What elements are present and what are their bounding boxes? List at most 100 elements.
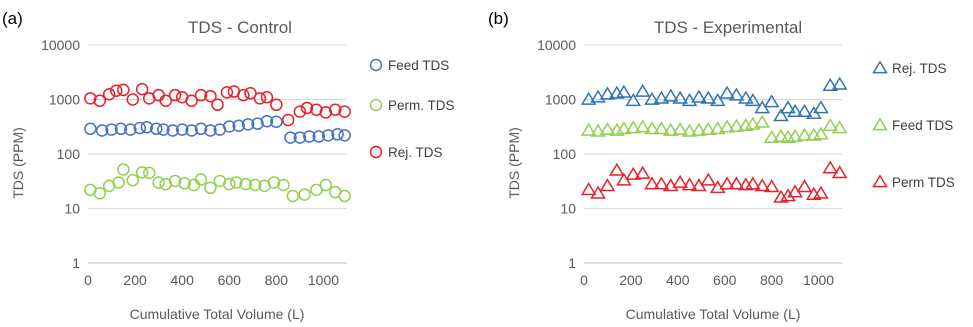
data-point <box>159 94 172 107</box>
data-point <box>319 178 333 192</box>
x-axis-title: Cumulative Total Volume (L) <box>626 306 801 322</box>
y-axis-title: TDS (PPM) <box>10 127 26 199</box>
data-point <box>168 88 182 102</box>
data-point <box>763 94 780 108</box>
data-point <box>223 120 236 133</box>
data-point <box>239 177 253 191</box>
data-point <box>644 121 660 135</box>
data-point <box>709 93 726 107</box>
data-point <box>738 90 754 104</box>
data-point <box>672 90 688 104</box>
data-point <box>140 120 154 134</box>
series-feed-tds <box>84 114 351 144</box>
data-point <box>260 90 274 104</box>
data-point <box>338 129 351 142</box>
axes: 1 10 100 1000 10000 0 200 400 600 800 1000 <box>537 37 842 288</box>
data-point <box>105 123 118 136</box>
data-point <box>719 119 735 133</box>
data-point <box>634 119 651 133</box>
data-point <box>754 178 771 192</box>
data-point <box>709 121 726 135</box>
x-tick-label: 600 <box>218 272 242 288</box>
chart-panel-experimental: (b) TDS - Experimental 1 10 100 1000 10000 0 2… <box>488 9 955 322</box>
data-point <box>625 93 642 107</box>
series-rej-tds <box>580 76 848 122</box>
x-tick-label: 0 <box>580 272 588 288</box>
data-point <box>152 176 165 189</box>
x-tick-label: 200 <box>619 272 643 288</box>
data-point <box>719 176 735 190</box>
legend: Feed TDS Perm. TDS Rej. TDS <box>369 58 455 160</box>
y-tick-label: 100 <box>553 146 577 162</box>
data-point <box>787 128 803 142</box>
data-point <box>738 177 754 191</box>
chart-title: TDS - Experimental <box>654 18 802 37</box>
data-point <box>831 120 848 134</box>
data-point <box>93 187 107 200</box>
data-point <box>763 129 780 143</box>
data-point <box>822 77 839 91</box>
data-point <box>653 90 670 104</box>
x-tick-label: 400 <box>171 272 195 288</box>
data-point <box>114 122 128 136</box>
data-point <box>321 129 335 142</box>
data-point <box>787 103 803 117</box>
data-point <box>616 121 632 135</box>
data-point <box>93 94 107 107</box>
panel-label: (b) <box>488 9 509 28</box>
data-point <box>745 93 761 107</box>
y-tick-label: 10000 <box>537 37 576 53</box>
data-point <box>609 162 625 176</box>
legend-marker <box>872 117 888 131</box>
data-point <box>672 174 688 188</box>
data-point <box>796 103 813 117</box>
legend-label: Rej. TDS <box>892 61 947 76</box>
data-point <box>303 130 316 143</box>
x-tick-label: 800 <box>760 272 784 288</box>
data-point <box>175 123 189 136</box>
data-point <box>754 114 771 128</box>
y-tick-label: 1 <box>72 255 80 271</box>
data-point <box>220 86 234 99</box>
data-point <box>230 176 243 189</box>
x-axis-title: Cumulative Total Volume (L) <box>130 306 305 322</box>
data-point <box>194 173 208 186</box>
data-point <box>590 185 606 199</box>
legend-item-feed-tds: Feed TDS <box>369 58 449 73</box>
data-point <box>634 83 651 97</box>
data-point <box>831 76 848 90</box>
data-point <box>700 90 717 104</box>
data-point <box>253 92 267 105</box>
data-point <box>590 89 606 103</box>
legend-marker <box>872 60 888 74</box>
data-point <box>124 123 137 136</box>
data-point <box>780 100 796 114</box>
data-point <box>813 100 829 114</box>
x-tick-label: 0 <box>84 272 92 288</box>
legend-label: Perm TDS <box>892 175 955 190</box>
legend-marker <box>369 145 383 159</box>
data-point <box>338 189 351 203</box>
data-point <box>135 82 149 96</box>
data-point <box>281 113 295 127</box>
x-tick-label: 800 <box>265 272 289 288</box>
data-point <box>625 166 642 180</box>
data-point <box>211 98 224 112</box>
data-point <box>773 128 789 142</box>
data-point <box>168 174 182 188</box>
data-point <box>728 176 745 190</box>
legend-label: Feed TDS <box>892 118 953 133</box>
data-point <box>653 121 670 135</box>
x-tick-label: 400 <box>666 272 690 288</box>
data-point <box>117 163 130 176</box>
x-tick-label: 1000 <box>803 272 834 288</box>
legend-label: Feed TDS <box>388 58 449 73</box>
data-point <box>300 101 314 115</box>
data-point <box>223 177 236 191</box>
data-point <box>298 188 311 201</box>
data-point <box>286 189 300 203</box>
data-point <box>84 92 97 105</box>
data-point <box>681 177 698 191</box>
data-point <box>232 119 245 132</box>
y-tick-label: 100 <box>57 146 81 162</box>
